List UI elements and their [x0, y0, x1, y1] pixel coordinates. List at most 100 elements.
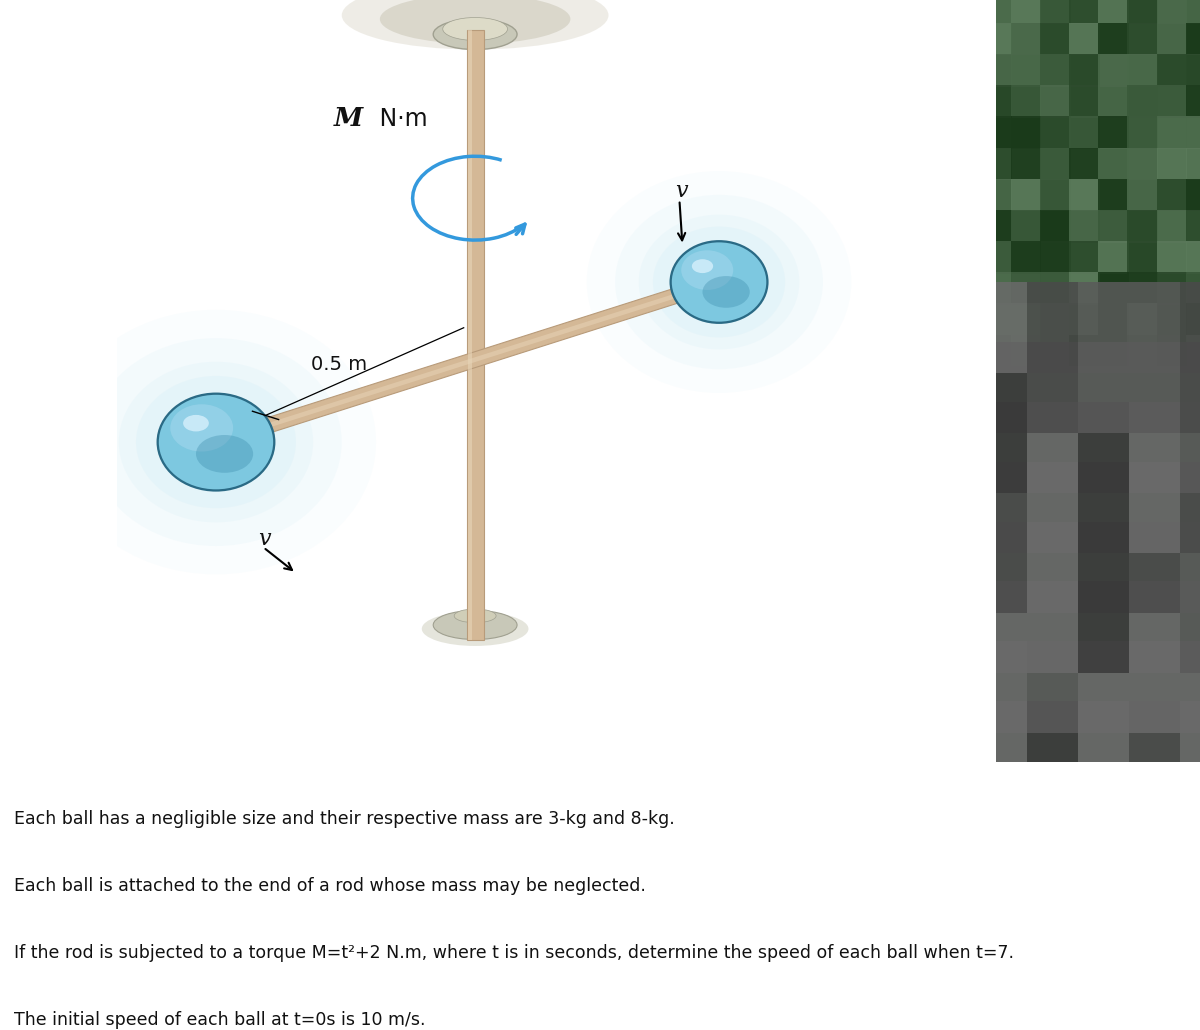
- Bar: [976, 342, 1026, 434]
- Text: v: v: [674, 179, 688, 202]
- Bar: [1078, 461, 1128, 553]
- Bar: [1026, 582, 1078, 673]
- Bar: [1026, 701, 1078, 793]
- Bar: [1186, 0, 1200, 54]
- Bar: [1010, 0, 1042, 23]
- Bar: [1078, 521, 1128, 613]
- Bar: [1040, 242, 1070, 304]
- Bar: [1098, 242, 1129, 304]
- Bar: [1186, 242, 1200, 304]
- Bar: [1157, 0, 1187, 54]
- Bar: [1128, 305, 1158, 366]
- Bar: [1128, 25, 1158, 85]
- Text: If the rod is subjected to a torque M=t²+2 N.m, where t is in seconds, determine: If the rod is subjected to a torque M=t²…: [14, 945, 1014, 962]
- Bar: [1098, 87, 1129, 147]
- Ellipse shape: [672, 242, 767, 321]
- Bar: [1078, 701, 1128, 793]
- Ellipse shape: [454, 609, 496, 623]
- Bar: [1098, 117, 1129, 179]
- Bar: [1186, 56, 1200, 116]
- Ellipse shape: [433, 19, 517, 49]
- Bar: [1157, 117, 1187, 179]
- Bar: [1098, 0, 1129, 23]
- Bar: [982, 0, 1013, 54]
- Bar: [1128, 642, 1180, 732]
- Bar: [1098, 305, 1129, 366]
- Bar: [1186, 211, 1200, 272]
- Ellipse shape: [119, 362, 313, 522]
- Bar: [1010, 117, 1042, 179]
- Bar: [976, 282, 1026, 374]
- Bar: [1186, 0, 1200, 23]
- Bar: [1078, 282, 1128, 374]
- Ellipse shape: [196, 435, 253, 473]
- Bar: [1078, 342, 1128, 434]
- Text: Each ball is attached to the end of a rod whose mass may be neglected.: Each ball is attached to the end of a ro…: [14, 878, 647, 895]
- Polygon shape: [215, 280, 720, 444]
- Bar: [1026, 521, 1078, 613]
- Bar: [1040, 117, 1070, 179]
- Bar: [1010, 242, 1042, 304]
- Bar: [1157, 0, 1187, 23]
- Text: The initial speed of each ball at t=0s is 10 m/s.: The initial speed of each ball at t=0s i…: [14, 1011, 426, 1029]
- Bar: [1098, 0, 1129, 54]
- Bar: [1069, 117, 1099, 179]
- Ellipse shape: [587, 171, 851, 393]
- Bar: [1010, 56, 1042, 116]
- Ellipse shape: [443, 18, 508, 40]
- Bar: [1026, 342, 1078, 434]
- Bar: [1069, 180, 1099, 241]
- Bar: [1069, 305, 1099, 366]
- Bar: [1040, 0, 1070, 23]
- Bar: [1128, 282, 1180, 374]
- Bar: [1010, 305, 1042, 366]
- Ellipse shape: [682, 250, 733, 289]
- Bar: [468, 31, 473, 641]
- Bar: [982, 274, 1013, 335]
- Bar: [1128, 342, 1180, 434]
- Bar: [1010, 274, 1042, 335]
- Ellipse shape: [184, 415, 209, 432]
- Bar: [1186, 180, 1200, 241]
- Text: N·m: N·m: [372, 107, 428, 131]
- Bar: [1010, 180, 1042, 241]
- Bar: [467, 31, 484, 641]
- Bar: [1128, 117, 1158, 179]
- Bar: [1180, 342, 1200, 434]
- Bar: [1186, 305, 1200, 366]
- Bar: [982, 305, 1013, 366]
- Bar: [1180, 402, 1200, 493]
- Ellipse shape: [170, 404, 233, 451]
- Bar: [1128, 0, 1158, 23]
- Ellipse shape: [638, 214, 799, 349]
- Ellipse shape: [433, 611, 517, 640]
- Ellipse shape: [702, 276, 750, 308]
- Bar: [1128, 274, 1158, 335]
- Bar: [1128, 56, 1158, 116]
- Bar: [1157, 305, 1187, 366]
- Bar: [1069, 0, 1099, 54]
- Bar: [982, 149, 1013, 210]
- Bar: [1069, 25, 1099, 85]
- Bar: [1010, 0, 1042, 54]
- Bar: [1040, 149, 1070, 210]
- Bar: [1010, 149, 1042, 210]
- Bar: [1186, 274, 1200, 335]
- Bar: [1128, 701, 1180, 793]
- Bar: [1098, 25, 1129, 85]
- Bar: [1186, 87, 1200, 147]
- Ellipse shape: [616, 195, 823, 369]
- Ellipse shape: [156, 392, 276, 491]
- Bar: [1098, 274, 1129, 335]
- Bar: [1180, 461, 1200, 553]
- Bar: [1098, 149, 1129, 210]
- Bar: [982, 242, 1013, 304]
- Bar: [1040, 274, 1070, 335]
- Bar: [1128, 461, 1180, 553]
- Bar: [1078, 582, 1128, 673]
- Bar: [1040, 211, 1070, 272]
- Bar: [982, 87, 1013, 147]
- Bar: [1157, 211, 1187, 272]
- Bar: [982, 180, 1013, 241]
- Bar: [1128, 211, 1158, 272]
